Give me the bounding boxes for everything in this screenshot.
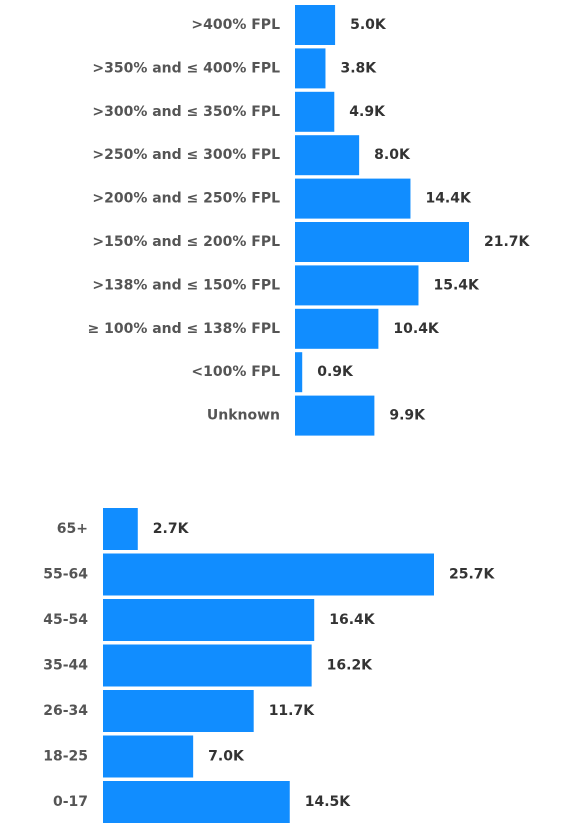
category-label: 45-54 [43,612,88,628]
bar [295,135,360,176]
data-label: 10.4K [393,321,440,337]
bar [295,91,335,132]
data-label: 2.7K [153,521,190,537]
category-label: 26-34 [43,703,88,719]
category-label: >300% and ≤ 350% FPL [92,104,280,120]
category-label: 18-25 [43,749,88,765]
bar [295,5,336,45]
data-label: 9.9K [389,408,426,424]
bar [295,395,375,436]
data-label: 14.4K [425,191,472,207]
data-label: 21.7K [484,234,531,250]
category-label: >200% and ≤ 250% FPL [92,191,280,207]
category-label: 35-44 [43,658,88,674]
bar [295,265,419,306]
data-label: 16.2K [327,658,374,674]
bar [103,644,312,687]
category-label: ≥ 100% and ≤ 138% FPL [87,321,280,337]
bar [103,508,138,550]
category-label: >138% and ≤ 150% FPL [92,277,280,293]
bar [103,735,194,778]
category-label: >250% and ≤ 300% FPL [92,147,280,163]
data-label: 8.0K [374,147,411,163]
category-label: Unknown [207,408,280,424]
data-label: 16.4K [329,612,376,628]
data-label: 11.7K [269,703,316,719]
data-label: 7.0K [208,749,245,765]
bar [103,690,254,732]
bar [103,553,434,596]
data-label: 4.9K [349,104,386,120]
data-label: 25.7K [449,567,496,583]
category-label: <100% FPL [191,364,280,380]
bar [295,308,379,349]
category-label: >400% FPL [191,17,280,33]
data-label: 14.5K [305,794,352,810]
category-label: 65+ [57,521,88,537]
bar [103,599,315,641]
data-label: 5.0K [350,17,387,33]
category-label: 55-64 [43,567,88,583]
bar [295,178,411,219]
category-label: 0-17 [53,794,88,810]
data-label: 15.4K [433,277,480,293]
bar [103,781,290,823]
bar-chart: 65+ 2.7K 55-64 25.7K 45-54 16.4K 35-44 16.2K 26-… [43,508,496,823]
category-label: >350% and ≤ 400% FPL [92,60,280,76]
bar [295,48,326,89]
bar [295,352,303,393]
bar-chart: >400% FPL 5.0K >350% and ≤ 400% FPL 3.8K >30… [87,5,531,436]
bar [295,222,469,262]
data-label: 0.9K [317,364,354,380]
data-label: 3.8K [340,60,377,76]
category-label: >150% and ≤ 200% FPL [92,234,280,250]
